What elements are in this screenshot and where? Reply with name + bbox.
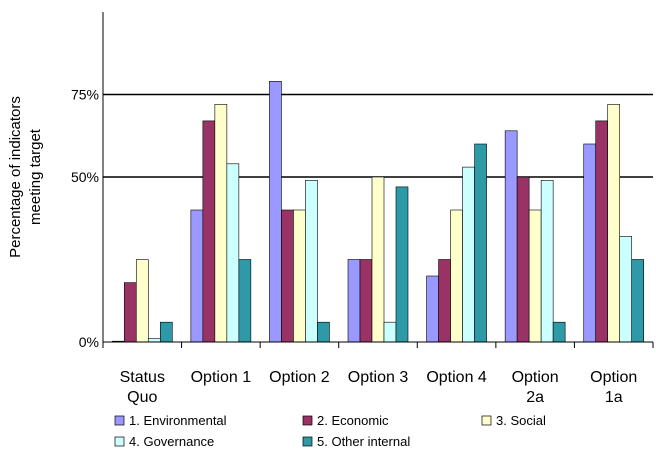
legend-swatch: [302, 415, 313, 426]
y-tick-labels: 0% 50% 75%: [71, 87, 99, 351]
bar: [462, 166, 475, 343]
bar: [214, 104, 228, 343]
legend-label: 4. Governance: [129, 434, 214, 449]
bar: [474, 143, 487, 343]
x-tick-label: Option 1: [191, 369, 252, 386]
legend-label: 2. Economic: [317, 413, 389, 428]
bar: [269, 81, 282, 343]
bar: [226, 163, 240, 343]
bar: [552, 321, 566, 343]
x-tick-label: Quo: [127, 389, 157, 406]
legend-swatch: [302, 436, 313, 447]
bar: [426, 275, 439, 343]
x-tick-label: Option 4: [426, 369, 487, 386]
bar: [371, 176, 385, 343]
bar: [281, 209, 294, 343]
bar: [540, 180, 554, 343]
y-axis-label: Percentage of indicators meeting target: [7, 96, 44, 258]
bar: [438, 259, 451, 343]
bar: [450, 209, 463, 343]
bar: [516, 176, 530, 343]
bar: [347, 259, 361, 343]
bar: [619, 236, 633, 343]
bar: [528, 209, 542, 343]
bar: [135, 259, 149, 343]
bar: [317, 321, 330, 343]
legend: 1. Environmental 2. Economic 3. Social 4. G…: [114, 413, 546, 449]
x-tick-labels: Status Quo Option 1 Option 2 Option 3 Option …: [120, 369, 638, 406]
bar: [305, 180, 318, 343]
x-tick-label: Option: [590, 369, 637, 386]
bar: [583, 143, 597, 343]
bar: [190, 209, 204, 343]
bar: [631, 259, 645, 343]
bar: [159, 321, 173, 343]
x-tick-label: Option: [512, 369, 559, 386]
bar: [595, 120, 609, 343]
bar: [359, 259, 373, 343]
bar: [383, 321, 397, 343]
legend-label: 5. Other internal: [317, 434, 410, 449]
x-tick-label: Status: [120, 369, 165, 386]
bars: [111, 81, 645, 343]
bar: [395, 186, 409, 343]
y-axis-label-line: Percentage of indicators: [7, 96, 24, 258]
legend-swatch: [481, 415, 492, 426]
reference-lines: [103, 93, 653, 178]
bar: [504, 130, 518, 343]
x-tick-label: Option 3: [348, 369, 409, 386]
x-tick-label: 1a: [605, 389, 623, 406]
bar: [607, 104, 621, 343]
axes: [102, 12, 654, 348]
legend-swatch: [114, 436, 125, 447]
legend-swatch: [114, 415, 125, 426]
x-tick-label: 2a: [526, 389, 544, 406]
legend-label: 3. Social: [496, 413, 546, 428]
bar: [123, 282, 137, 343]
bar: [238, 259, 252, 343]
y-axis-label-line: meeting target: [27, 128, 44, 225]
bar: [202, 120, 216, 343]
bar: [293, 209, 306, 343]
legend-label: 1. Environmental: [129, 413, 227, 428]
y-tick-label: 50%: [71, 169, 99, 185]
y-tick-label: 0%: [79, 334, 99, 350]
x-tick-label: Option 2: [269, 369, 330, 386]
y-tick-label: 75%: [71, 87, 99, 103]
